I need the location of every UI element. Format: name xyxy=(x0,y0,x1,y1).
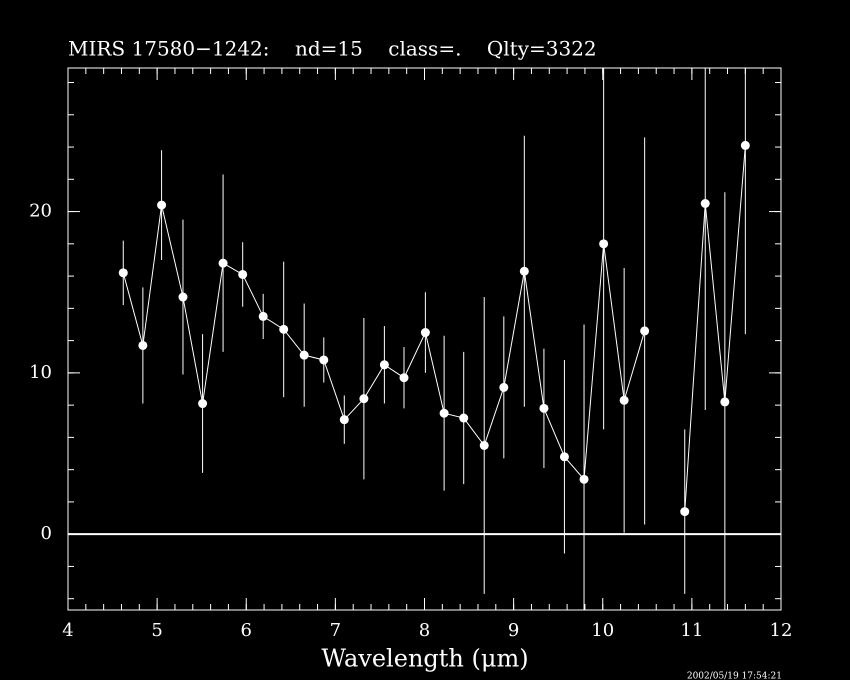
data-point xyxy=(138,340,148,350)
data-point xyxy=(720,397,730,407)
data-point xyxy=(339,415,349,425)
x-tick-label: 5 xyxy=(151,620,162,641)
x-tick-label: 4 xyxy=(62,620,73,641)
x-tick-label: 9 xyxy=(508,620,519,641)
data-point xyxy=(299,350,309,360)
data-point xyxy=(519,266,529,276)
x-tick-label: 8 xyxy=(419,620,430,641)
data-point xyxy=(539,403,549,413)
data-point xyxy=(238,269,248,279)
x-tick-label: 11 xyxy=(680,620,703,641)
data-point xyxy=(258,311,268,321)
data-line xyxy=(684,145,746,512)
data-point xyxy=(439,408,449,418)
data-point xyxy=(559,452,569,462)
data-point xyxy=(619,395,629,405)
data-point xyxy=(279,324,289,334)
x-axis-label: Wavelength (μm) xyxy=(321,645,528,673)
data-point xyxy=(700,199,710,208)
data-point xyxy=(157,200,167,210)
data-point xyxy=(459,413,469,423)
data-point xyxy=(399,373,409,383)
x-tick-label: 12 xyxy=(770,620,793,641)
data-point xyxy=(118,268,128,278)
x-tick-label: 6 xyxy=(241,620,252,641)
data-point xyxy=(198,399,208,409)
data-point xyxy=(420,328,430,338)
data-point xyxy=(579,474,589,484)
y-tick-label: 20 xyxy=(29,201,52,222)
chart-title: MIRS 17580−1242: nd=15 class=. Qlty=3322 xyxy=(68,37,597,61)
data-point xyxy=(319,355,329,365)
y-tick-label: 10 xyxy=(29,362,52,383)
data-point xyxy=(499,382,509,392)
y-tick-label: 0 xyxy=(41,523,52,544)
data-point xyxy=(479,440,489,450)
x-tick-label: 7 xyxy=(330,620,341,641)
data-point xyxy=(640,326,650,336)
data-point xyxy=(680,507,690,517)
data-point xyxy=(359,394,369,404)
timestamp: 2002/05/19 17:54:21 xyxy=(687,672,782,680)
data-point xyxy=(178,292,188,302)
data-point xyxy=(218,258,228,268)
data-point xyxy=(740,140,750,150)
x-tick-label: 10 xyxy=(591,620,614,641)
data-point xyxy=(599,239,609,249)
data-point xyxy=(379,360,389,370)
